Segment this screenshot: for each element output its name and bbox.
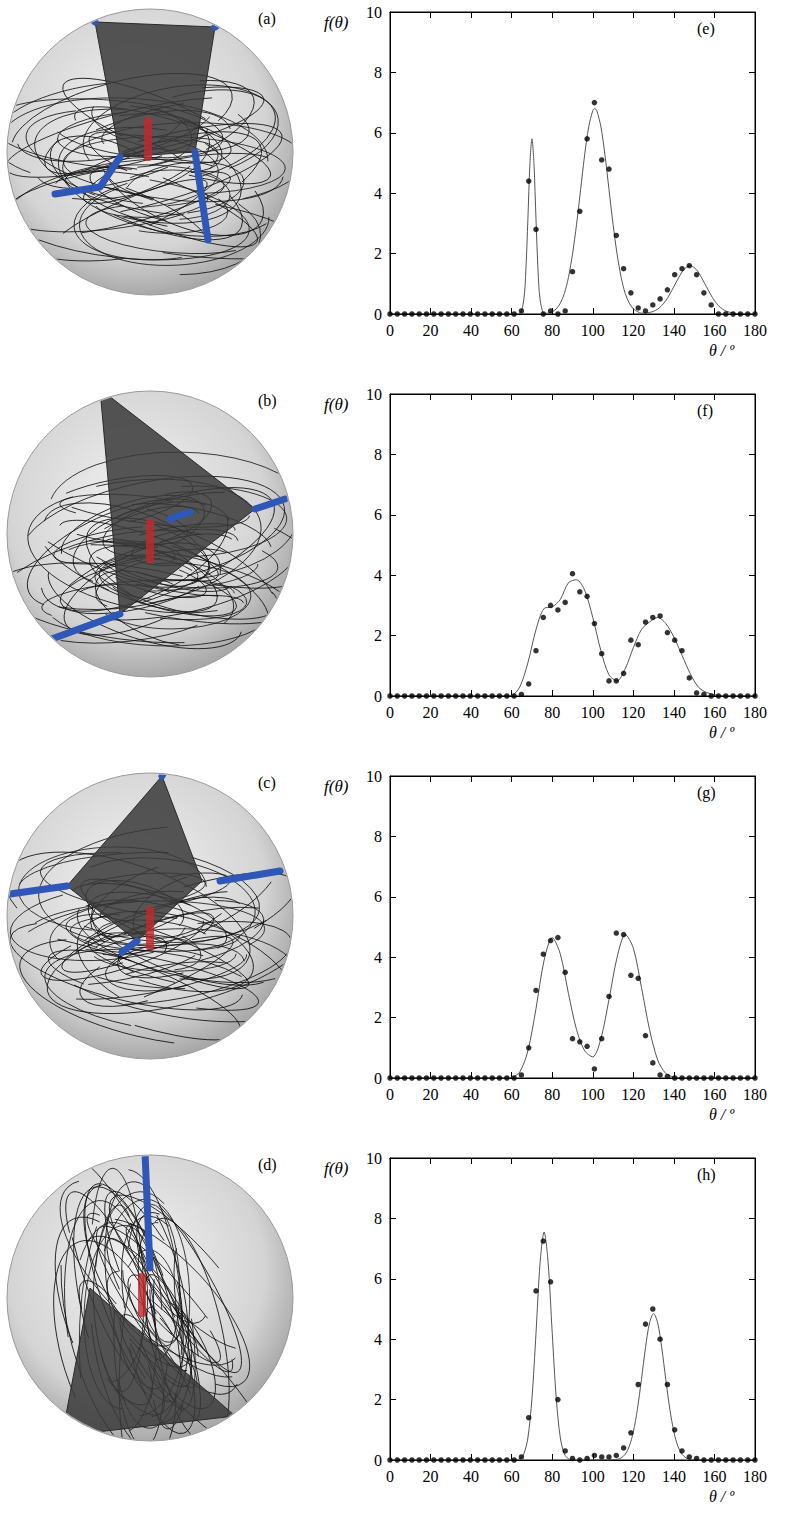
svg-text:(a): (a) [258, 10, 276, 28]
svg-text:180: 180 [743, 704, 767, 721]
svg-text:8: 8 [374, 64, 382, 81]
svg-text:80: 80 [544, 1468, 560, 1485]
svg-text:4: 4 [374, 567, 382, 584]
svg-text:θ / º: θ / º [709, 1106, 735, 1123]
svg-text:0: 0 [386, 322, 394, 339]
svg-text:(e): (e) [697, 20, 715, 38]
svg-text:40: 40 [463, 322, 479, 339]
svg-text:θ / º: θ / º [709, 1488, 735, 1505]
svg-text:160: 160 [702, 704, 726, 721]
svg-text:6: 6 [374, 506, 382, 523]
svg-text:60: 60 [504, 704, 520, 721]
svg-text:100: 100 [581, 1468, 605, 1485]
svg-text:140: 140 [662, 1086, 686, 1103]
svg-text:140: 140 [662, 704, 686, 721]
svg-text:0: 0 [386, 704, 394, 721]
svg-text:10: 10 [366, 1150, 382, 1167]
svg-text:f(θ): f(θ) [324, 777, 349, 796]
svg-text:2: 2 [374, 1391, 382, 1408]
svg-text:100: 100 [581, 704, 605, 721]
svg-text:160: 160 [702, 1468, 726, 1485]
svg-text:10: 10 [366, 386, 382, 403]
svg-text:0: 0 [374, 306, 382, 323]
svg-text:θ / º: θ / º [709, 724, 735, 741]
svg-text:8: 8 [374, 1210, 382, 1227]
svg-text:(b): (b) [258, 392, 277, 410]
svg-text:20: 20 [423, 704, 439, 721]
svg-text:20: 20 [423, 322, 439, 339]
svg-text:(f): (f) [697, 402, 713, 420]
svg-text:80: 80 [544, 704, 560, 721]
svg-text:0: 0 [374, 1452, 382, 1469]
svg-text:140: 140 [662, 1468, 686, 1485]
svg-text:60: 60 [504, 1468, 520, 1485]
svg-text:40: 40 [463, 704, 479, 721]
svg-text:180: 180 [743, 1468, 767, 1485]
svg-text:4: 4 [374, 1331, 382, 1348]
svg-text:140: 140 [662, 322, 686, 339]
svg-text:40: 40 [463, 1086, 479, 1103]
svg-text:f(θ): f(θ) [324, 13, 349, 32]
svg-text:(g): (g) [697, 784, 716, 802]
svg-text:180: 180 [743, 1086, 767, 1103]
svg-text:180: 180 [743, 322, 767, 339]
svg-text:100: 100 [581, 322, 605, 339]
svg-text:10: 10 [366, 4, 382, 21]
svg-text:2: 2 [374, 627, 382, 644]
svg-text:160: 160 [702, 322, 726, 339]
svg-text:2: 2 [374, 245, 382, 262]
svg-text:8: 8 [374, 828, 382, 845]
svg-text:4: 4 [374, 185, 382, 202]
svg-text:160: 160 [702, 1086, 726, 1103]
svg-text:6: 6 [374, 1270, 382, 1287]
svg-text:2: 2 [374, 1009, 382, 1026]
svg-text:80: 80 [544, 322, 560, 339]
svg-text:8: 8 [374, 446, 382, 463]
svg-text:40: 40 [463, 1468, 479, 1485]
svg-text:120: 120 [621, 322, 645, 339]
svg-text:f(θ): f(θ) [324, 1159, 349, 1178]
svg-text:100: 100 [581, 1086, 605, 1103]
svg-text:120: 120 [621, 704, 645, 721]
svg-text:10: 10 [366, 768, 382, 785]
svg-text:6: 6 [374, 888, 382, 905]
svg-text:20: 20 [423, 1468, 439, 1485]
svg-text:0: 0 [386, 1086, 394, 1103]
svg-text:f(θ): f(θ) [324, 395, 349, 414]
svg-text:6: 6 [374, 124, 382, 141]
svg-text:120: 120 [621, 1468, 645, 1485]
svg-text:80: 80 [544, 1086, 560, 1103]
svg-text:0: 0 [386, 1468, 394, 1485]
svg-text:(d): (d) [258, 1156, 277, 1174]
svg-text:60: 60 [504, 1086, 520, 1103]
svg-text:4: 4 [374, 949, 382, 966]
svg-text:θ / º: θ / º [709, 342, 735, 359]
svg-text:(c): (c) [258, 774, 276, 792]
svg-text:0: 0 [374, 1070, 382, 1087]
svg-text:0: 0 [374, 688, 382, 705]
svg-text:60: 60 [504, 322, 520, 339]
svg-text:20: 20 [423, 1086, 439, 1103]
svg-text:120: 120 [621, 1086, 645, 1103]
svg-text:(h): (h) [697, 1166, 716, 1184]
